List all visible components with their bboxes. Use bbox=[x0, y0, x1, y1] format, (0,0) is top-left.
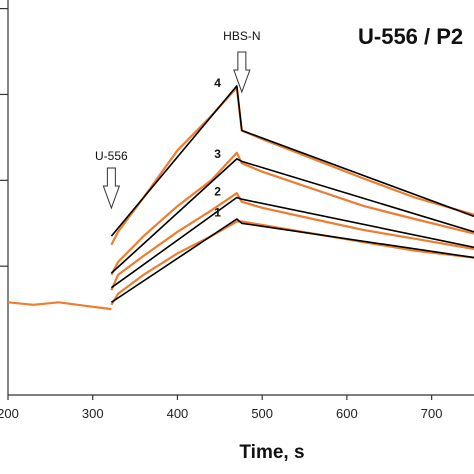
curve-label-3: 3 bbox=[214, 147, 221, 161]
down-arrow-icon bbox=[233, 51, 251, 94]
chart-title: U-556 / P2 bbox=[358, 24, 463, 49]
curve-labels: 4 3 2 1 bbox=[214, 76, 221, 219]
x-axis-ticks: 200 300 400 500 600 700 bbox=[0, 395, 442, 421]
fit-curve-4 bbox=[110, 85, 474, 237]
curve-label-2: 2 bbox=[214, 184, 221, 198]
injection-label: HBS-N bbox=[223, 29, 260, 43]
injection-markers: U-556 HBS-N bbox=[95, 29, 261, 210]
curve-label-1: 1 bbox=[214, 205, 221, 219]
x-tick-label: 500 bbox=[251, 406, 273, 421]
fit-curve-3 bbox=[110, 158, 474, 274]
down-arrow-icon bbox=[102, 167, 121, 210]
x-tick-label: 400 bbox=[167, 406, 189, 421]
series-data-1 bbox=[110, 220, 474, 306]
fit-curve-2 bbox=[110, 196, 474, 289]
fit-curve-1 bbox=[110, 218, 474, 303]
x-tick-label: 200 bbox=[0, 406, 19, 421]
curve-label-4: 4 bbox=[214, 76, 221, 90]
x-axis-title: Time, s bbox=[239, 442, 304, 463]
series-data-3 bbox=[110, 151, 474, 276]
x-tick-label: 600 bbox=[336, 406, 358, 421]
series-data-2 bbox=[110, 192, 474, 291]
x-tick-label: 700 bbox=[421, 406, 443, 421]
series-data-baseline bbox=[7, 301, 112, 311]
injection-marker: HBS-N bbox=[223, 29, 261, 94]
fit-series-group bbox=[110, 85, 474, 303]
axes bbox=[0, 0, 474, 396]
injection-marker: U-556 bbox=[95, 149, 128, 210]
x-tick-label: 300 bbox=[82, 406, 104, 421]
injection-label: U-556 bbox=[95, 149, 128, 163]
